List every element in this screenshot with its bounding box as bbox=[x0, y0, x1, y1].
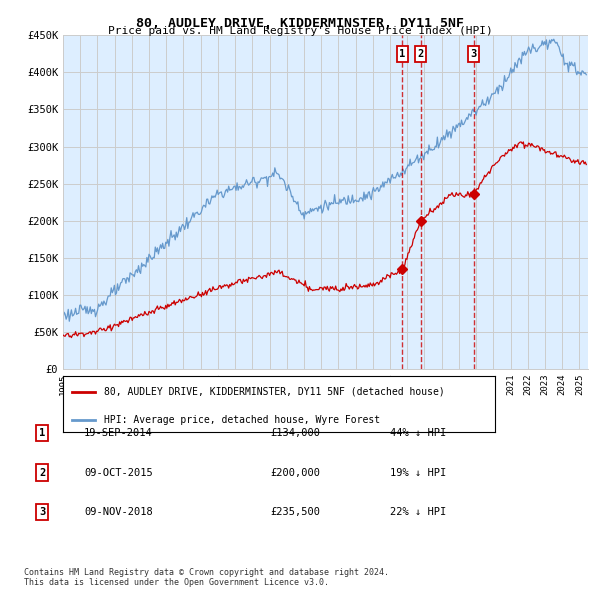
Text: 2: 2 bbox=[418, 49, 424, 59]
Text: 44% ↓ HPI: 44% ↓ HPI bbox=[390, 428, 446, 438]
Text: Price paid vs. HM Land Registry's House Price Index (HPI): Price paid vs. HM Land Registry's House … bbox=[107, 26, 493, 36]
Text: 22% ↓ HPI: 22% ↓ HPI bbox=[390, 507, 446, 517]
Text: 1: 1 bbox=[39, 428, 45, 438]
Text: £134,000: £134,000 bbox=[270, 428, 320, 438]
Text: 3: 3 bbox=[39, 507, 45, 517]
Text: 80, AUDLEY DRIVE, KIDDERMINSTER, DY11 5NF: 80, AUDLEY DRIVE, KIDDERMINSTER, DY11 5N… bbox=[136, 17, 464, 30]
Text: £235,500: £235,500 bbox=[270, 507, 320, 517]
Text: 09-NOV-2018: 09-NOV-2018 bbox=[84, 507, 153, 517]
Text: Contains HM Land Registry data © Crown copyright and database right 2024.
This d: Contains HM Land Registry data © Crown c… bbox=[24, 568, 389, 587]
Text: 19% ↓ HPI: 19% ↓ HPI bbox=[390, 468, 446, 477]
Text: 09-OCT-2015: 09-OCT-2015 bbox=[84, 468, 153, 477]
Text: 19-SEP-2014: 19-SEP-2014 bbox=[84, 428, 153, 438]
Text: 80, AUDLEY DRIVE, KIDDERMINSTER, DY11 5NF (detached house): 80, AUDLEY DRIVE, KIDDERMINSTER, DY11 5N… bbox=[104, 386, 445, 396]
Text: HPI: Average price, detached house, Wyre Forest: HPI: Average price, detached house, Wyre… bbox=[104, 415, 380, 425]
Text: 2: 2 bbox=[39, 468, 45, 477]
Text: £200,000: £200,000 bbox=[270, 468, 320, 477]
Text: 3: 3 bbox=[470, 49, 477, 59]
Text: 1: 1 bbox=[400, 49, 406, 59]
